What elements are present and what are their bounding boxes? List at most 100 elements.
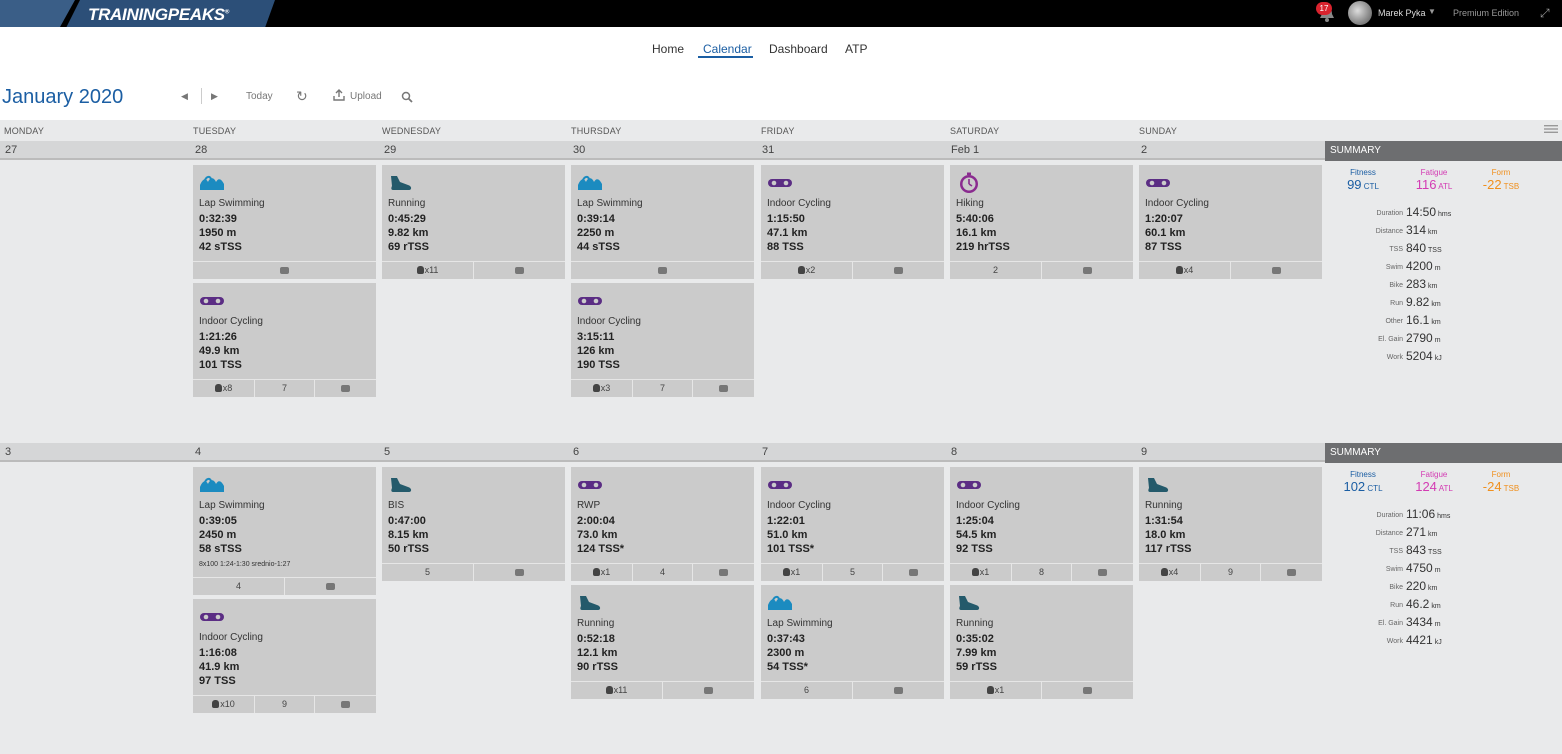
kettlebell-icon	[416, 266, 424, 274]
comment-icon[interactable]	[662, 682, 754, 699]
footer-count[interactable]: 4	[632, 564, 692, 581]
next-arrow-icon[interactable]: ▶	[211, 91, 218, 101]
footer-count[interactable]: 8	[1011, 564, 1071, 581]
kettlebell-count[interactable]: x1	[761, 564, 822, 581]
search-icon[interactable]	[401, 91, 413, 103]
date-number: 3	[5, 446, 12, 458]
workout-card[interactable]: Running 0:35:02 7.99 km 59 rTSS x1	[950, 585, 1133, 699]
comment-icon[interactable]	[1041, 682, 1133, 699]
nav-home[interactable]: Home	[652, 42, 685, 56]
workout-card[interactable]: Indoor Cycling 3:15:11 126 km 190 TSS x3 7	[571, 283, 754, 397]
prev-arrow-icon[interactable]: ◀	[181, 91, 188, 101]
hamburger-menu-icon[interactable]	[1544, 124, 1558, 134]
comment-icon[interactable]	[314, 380, 376, 397]
kettlebell-count[interactable]: x11	[571, 682, 662, 699]
summary-stat-label: TSS	[1389, 548, 1403, 555]
footer-count[interactable]: 9	[1200, 564, 1260, 581]
kettlebell-count[interactable]: x4	[1139, 262, 1230, 279]
refresh-icon[interactable]: ↻	[296, 88, 308, 104]
kettlebell-icon	[214, 384, 222, 392]
comment-icon[interactable]	[852, 262, 944, 279]
kettlebell-count[interactable]: x1	[571, 564, 632, 581]
date-number: 29	[384, 144, 397, 156]
summary-stat-label: Work	[1386, 354, 1403, 361]
footer-count[interactable]: 7	[254, 380, 314, 397]
workout-card[interactable]: Lap Swimming 0:39:14 2250 m 44 sTSS	[571, 165, 754, 279]
footer-count[interactable]: 5	[424, 567, 430, 577]
user-name[interactable]: Marek Pyka	[1378, 8, 1426, 18]
kettlebell-count[interactable]: x4	[1139, 564, 1200, 581]
workout-card[interactable]: Indoor Cycling 1:15:50 47.1 km 88 TSS x2	[761, 165, 944, 279]
footer-count[interactable]: 9	[254, 696, 314, 713]
summary-stat-value: 14:50	[1406, 205, 1437, 219]
footer-count[interactable]: 5	[822, 564, 882, 581]
weekday-monday: MONDAY	[4, 126, 45, 136]
user-menu-caret-icon[interactable]: ▼	[1428, 7, 1436, 16]
footer-count[interactable]: 6	[803, 685, 809, 695]
workout-card[interactable]: RWP 2:00:04 73.0 km 124 TSS* x1 4	[571, 467, 754, 581]
workout-card[interactable]: BIS 0:47:00 8.15 km 50 rTSS 5	[382, 467, 565, 581]
workout-card-footer: x4 9	[1139, 563, 1322, 581]
comment-icon[interactable]	[473, 262, 565, 279]
workout-metric: 97 TSS	[199, 675, 236, 687]
summary-stat-row: Swim 4750 m	[1370, 561, 1520, 579]
comment-icon[interactable]	[882, 564, 944, 581]
kettlebell-count[interactable]: x1	[950, 564, 1011, 581]
workout-metric: 69 rTSS	[388, 241, 429, 253]
comment-icon[interactable]	[692, 564, 754, 581]
comment-icon[interactable]	[1071, 564, 1133, 581]
comment-icon[interactable]	[1230, 262, 1322, 279]
comment-icon[interactable]	[1041, 262, 1133, 279]
workout-card[interactable]: Hiking 5:40:06 16.1 km 219 hrTSS 2	[950, 165, 1133, 279]
workout-card[interactable]: Running 0:52:18 12.1 km 90 rTSS x11	[571, 585, 754, 699]
bike-icon	[767, 474, 793, 496]
summary-stat-row: Swim 4200 m	[1370, 259, 1520, 277]
footer-count[interactable]: 2	[992, 265, 998, 275]
comment-icon[interactable]	[473, 564, 565, 581]
workout-card[interactable]: Running 0:45:29 9.82 km 69 rTSS x11	[382, 165, 565, 279]
kettlebell-count[interactable]: x8	[193, 380, 254, 397]
comment-icon[interactable]	[1260, 564, 1322, 581]
workout-card[interactable]: Lap Swimming 0:39:05 2450 m 58 sTSS 8x100 1:…	[193, 467, 376, 595]
comment-icon[interactable]	[852, 682, 944, 699]
footer-count[interactable]: 4	[235, 581, 241, 591]
avatar[interactable]	[1348, 1, 1372, 25]
comment-icon[interactable]	[284, 578, 376, 595]
workout-card[interactable]: Indoor Cycling 1:21:26 49.9 km 101 TSS x8 7	[193, 283, 376, 397]
summary-stat-value: 843	[1406, 543, 1427, 557]
comment-icon[interactable]	[692, 380, 754, 397]
workout-card[interactable]: Lap Swimming 0:37:43 2300 m 54 TSS* 6	[761, 585, 944, 699]
kettlebell-count[interactable]: x11	[382, 262, 473, 279]
summary-fitness-unit: CTL	[1363, 182, 1379, 191]
date-number: 28	[195, 144, 208, 156]
upload-button[interactable]: Upload	[350, 91, 382, 102]
footer-count[interactable]: 7	[632, 380, 692, 397]
upload-icon[interactable]	[333, 89, 345, 101]
today-button[interactable]: Today	[246, 91, 273, 102]
summary-stat-value: 4200	[1406, 259, 1433, 273]
top-bar: TRAININGPEAKS® 17 Marek Pyka ▼ Premium E…	[0, 0, 1562, 36]
kettlebell-count[interactable]: x1	[950, 682, 1041, 699]
nav-dashboard[interactable]: Dashboard	[769, 42, 828, 56]
workout-title: Indoor Cycling	[577, 316, 641, 327]
expand-icon[interactable]: ⤢	[1540, 6, 1550, 20]
comment-icon[interactable]	[571, 262, 754, 279]
summary-fatigue: Fatigue 124 ATL	[1404, 470, 1464, 494]
workout-card[interactable]: Indoor Cycling 1:25:04 54.5 km 92 TSS x1 8	[950, 467, 1133, 581]
workout-card[interactable]: Indoor Cycling 1:16:08 41.9 km 97 TSS x10 9	[193, 599, 376, 713]
nav-atp[interactable]: ATP	[845, 42, 868, 56]
nav-calendar[interactable]: Calendar	[703, 42, 752, 56]
workout-metric: 219 hrTSS	[956, 241, 1010, 253]
kettlebell-count[interactable]: x2	[761, 262, 852, 279]
shoe-icon	[388, 474, 414, 496]
nav-active-indicator	[698, 56, 753, 58]
workout-card[interactable]: Running 1:31:54 18.0 km 117 rTSS x4 9	[1139, 467, 1322, 581]
kettlebell-count[interactable]: x10	[193, 696, 254, 713]
summary-stat-label: Run	[1390, 300, 1403, 307]
comment-icon[interactable]	[314, 696, 376, 713]
workout-card[interactable]: Lap Swimming 0:32:39 1950 m 42 sTSS	[193, 165, 376, 279]
workout-card[interactable]: Indoor Cycling 1:22:01 51.0 km 101 TSS* x1 5	[761, 467, 944, 581]
kettlebell-count[interactable]: x3	[571, 380, 632, 397]
workout-card[interactable]: Indoor Cycling 1:20:07 60.1 km 87 TSS x4	[1139, 165, 1322, 279]
comment-icon[interactable]	[193, 262, 376, 279]
